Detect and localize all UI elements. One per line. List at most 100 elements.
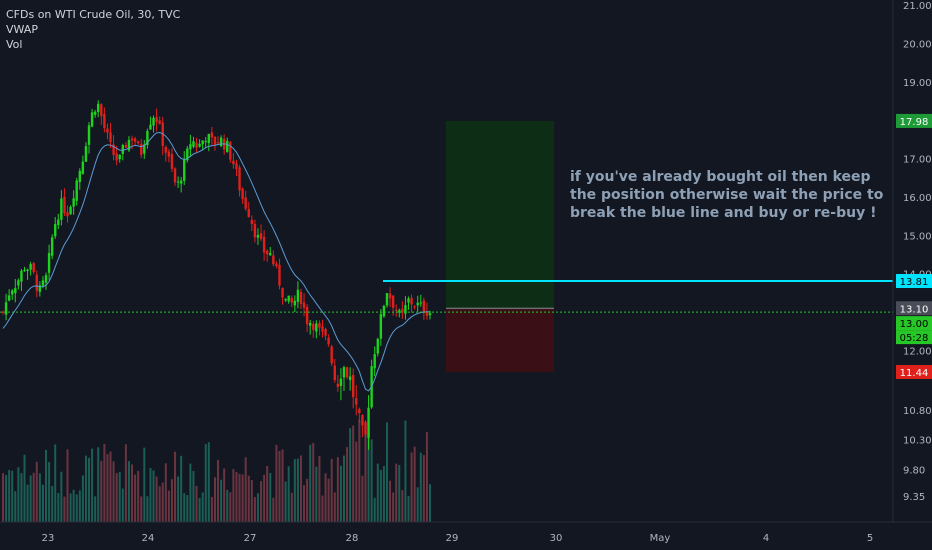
price-tick-label: 20.00 xyxy=(903,39,932,50)
volume-bar xyxy=(303,485,306,522)
candle-body xyxy=(422,300,426,314)
volume-bar xyxy=(180,455,183,522)
candle-body xyxy=(121,145,125,154)
candle-body xyxy=(235,163,238,169)
candle-body xyxy=(186,148,189,161)
resistance-price-badge xyxy=(896,274,932,289)
volume-bar xyxy=(8,470,11,522)
volume-bar xyxy=(106,453,109,522)
annotation-text[interactable]: if you've already bought oil then keep t… xyxy=(570,168,890,222)
volume-bar xyxy=(349,428,352,522)
candle-body xyxy=(293,300,297,306)
price-tick-label: 10.30 xyxy=(903,436,932,447)
candle-body xyxy=(133,138,137,142)
volume-bar xyxy=(124,444,127,522)
volume-bar xyxy=(81,475,84,522)
volume-bar xyxy=(330,458,333,522)
volume-bar xyxy=(272,497,275,522)
candle-body xyxy=(278,264,281,286)
candle-body xyxy=(1,311,5,313)
volume-bar xyxy=(312,442,315,522)
volume-bar xyxy=(109,451,112,522)
stop-price-badge xyxy=(896,365,932,379)
time-scale[interactable]: 23 24 27 28 29 30 May 4 5 xyxy=(0,521,932,544)
volume-bar xyxy=(293,459,296,522)
volume-bar xyxy=(45,449,48,522)
candle-body xyxy=(35,274,38,291)
volume-bar xyxy=(72,489,75,522)
candle-body xyxy=(419,302,422,304)
candle-body xyxy=(44,275,48,283)
candle-body xyxy=(318,323,321,328)
volume-bar xyxy=(131,464,134,522)
vwap-indicator-label[interactable]: VWAP xyxy=(6,23,38,36)
candle-body xyxy=(90,112,94,127)
volume-bar xyxy=(140,496,143,522)
volume-bar xyxy=(346,447,349,522)
candle-body xyxy=(41,280,45,286)
volume-bar xyxy=(278,450,281,522)
candle-body xyxy=(379,314,383,339)
volume-bars xyxy=(2,419,431,522)
candle-body xyxy=(244,197,247,209)
volume-indicator-label[interactable]: Vol xyxy=(6,38,23,51)
candle-body xyxy=(290,297,293,303)
volume-bar xyxy=(201,492,204,522)
price-scale[interactable]: 21.0020.0019.0017.0016.0015.0014.0012.00… xyxy=(892,0,932,522)
candle-body xyxy=(269,253,272,256)
volume-bar xyxy=(29,475,32,522)
volume-bar xyxy=(146,496,149,522)
volume-bar xyxy=(164,463,167,522)
candle-body xyxy=(32,263,35,273)
candle-body xyxy=(127,139,131,151)
candle-body xyxy=(272,255,275,265)
price-tick-label: 17.00 xyxy=(903,155,932,166)
candle-body xyxy=(115,153,118,161)
long-position-tool[interactable] xyxy=(446,120,554,372)
volume-bar xyxy=(321,495,324,522)
volume-bar xyxy=(210,496,213,522)
candle-body xyxy=(385,293,389,306)
resistance-price-badge-text: 13.81 xyxy=(900,277,929,288)
candle-body xyxy=(339,378,343,387)
candle-body xyxy=(425,311,429,316)
candle-body xyxy=(333,365,336,381)
price-tick-label: 15.00 xyxy=(903,231,932,242)
candle-body xyxy=(170,154,174,169)
volume-bar xyxy=(422,455,425,522)
candle-body xyxy=(391,295,395,308)
symbol-title[interactable]: CFDs on WTI Crude Oil, 30, TVC xyxy=(6,8,181,21)
candle-body xyxy=(143,144,146,154)
candle-body xyxy=(87,125,91,145)
volume-bar xyxy=(155,476,158,522)
candle-body xyxy=(401,308,404,313)
time-tick-labels: 23 24 27 28 29 30 May 4 5 xyxy=(42,533,874,544)
candle-body xyxy=(54,224,57,237)
volume-bar xyxy=(226,489,229,522)
volume-bar xyxy=(170,479,173,522)
volume-bar xyxy=(364,434,367,522)
candle-body xyxy=(198,143,201,147)
volume-bar xyxy=(324,473,327,522)
candle-body xyxy=(204,141,207,143)
candle-body xyxy=(179,180,183,184)
volume-bar xyxy=(75,494,78,522)
candle-body xyxy=(207,133,211,144)
candle-body xyxy=(14,288,17,294)
countdown-badge xyxy=(896,330,932,345)
candle-body xyxy=(118,154,121,160)
volume-bar xyxy=(275,444,278,522)
price-tick-label: 9.80 xyxy=(903,465,925,476)
time-tick-label: May xyxy=(650,533,671,544)
volume-bar xyxy=(284,481,287,522)
volume-bar xyxy=(342,455,345,522)
candle-body xyxy=(382,305,386,317)
volume-bar xyxy=(41,484,44,522)
volume-bar xyxy=(217,459,220,522)
candle-body xyxy=(47,252,51,273)
candle-body xyxy=(93,111,97,115)
candle-body xyxy=(4,302,8,315)
volume-bar xyxy=(94,496,97,522)
candle-body xyxy=(195,142,198,148)
